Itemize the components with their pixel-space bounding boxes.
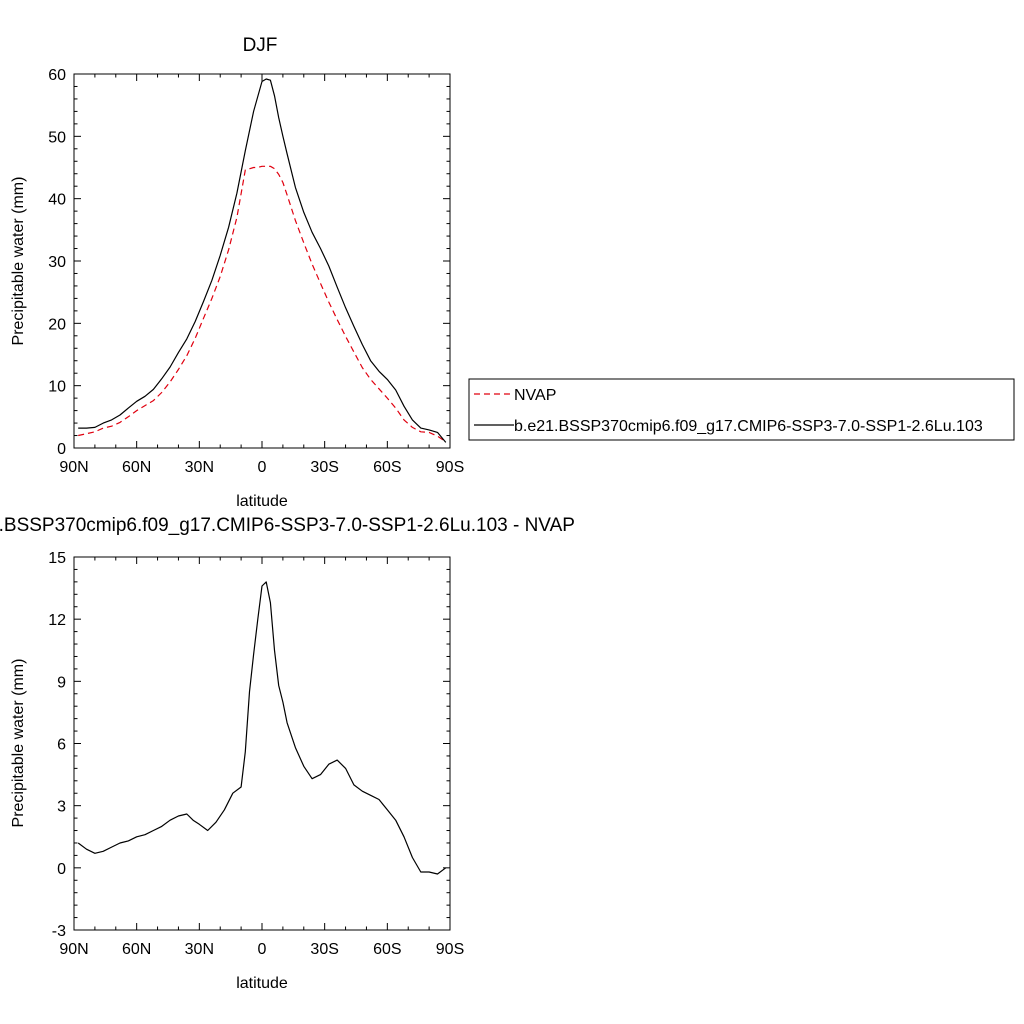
- panel-top: DJF 90N 60N 30N 0 30S 60S 90S 0 10 20 30 40 50 60 lat…: [10, 35, 464, 510]
- bottom-x-tick-label: 90N: [59, 941, 88, 958]
- bottom-x-tick-label: 90S: [436, 941, 464, 958]
- bottom-x-axis-label: latitude: [236, 975, 288, 992]
- top-chart-title: DJF: [243, 35, 278, 56]
- legend-box: [468, 378, 1015, 441]
- bottom-axis-ticks: [73, 556, 451, 931]
- top-series-line-1: [78, 78, 447, 443]
- top-tick-labels: 90N 60N 30N 0 30S 60S 90S 0 10 20 30 40 50 60: [48, 67, 464, 476]
- legend: NVAP b.e21.BSSP370cmip6.f09_g17.CMIP6-SS…: [468, 378, 1015, 441]
- top-y-tick-label: 60: [48, 67, 66, 84]
- bottom-x-tick-label: 60S: [373, 941, 401, 958]
- legend-label-nvap: NVAP: [514, 387, 556, 404]
- top-x-tick-label: 90S: [436, 459, 464, 476]
- top-x-tick-label: 30S: [310, 459, 338, 476]
- top-x-tick-label: 60N: [122, 459, 151, 476]
- bottom-x-tick-label: 0: [258, 941, 267, 958]
- top-y-tick-label: 20: [48, 316, 66, 333]
- top-x-tick-label: 0: [258, 459, 267, 476]
- top-plot-frame: [73, 73, 451, 449]
- top-series-group: [78, 78, 447, 443]
- bottom-series-line-0: [77, 581, 447, 875]
- bottom-chart-title: b.e21.BSSP370cmip6.f09_g17.CMIP6-SSP3-7.…: [0, 515, 575, 536]
- bottom-y-tick-label: 15: [48, 550, 66, 567]
- top-y-axis-label: Precipitable water (mm): [10, 177, 27, 346]
- top-x-axis-label: latitude: [236, 493, 288, 510]
- bottom-series-group: [77, 581, 447, 875]
- legend-label-model: b.e21.BSSP370cmip6.f09_g17.CMIP6-SSP3-7.…: [514, 418, 983, 435]
- bottom-tick-labels: 90N 60N 30N 0 30S 60S 90S -3 0 3 6 9 12 15: [48, 550, 464, 958]
- top-axis-ticks: [73, 73, 451, 449]
- bottom-plot-frame: [73, 556, 451, 931]
- bottom-y-tick-label: 9: [57, 674, 66, 691]
- top-x-tick-label: 60S: [373, 459, 401, 476]
- top-y-tick-label: 40: [48, 192, 66, 209]
- top-y-tick-label: 30: [48, 254, 66, 271]
- bottom-y-tick-label: -3: [52, 923, 66, 940]
- bottom-x-tick-label: 60N: [122, 941, 151, 958]
- top-x-tick-label: 30N: [185, 459, 214, 476]
- top-series-line-0: [78, 165, 447, 443]
- bottom-y-tick-label: 6: [57, 737, 66, 754]
- panel-bottom: b.e21.BSSP370cmip6.f09_g17.CMIP6-SSP3-7.…: [0, 515, 575, 992]
- top-y-tick-label: 10: [48, 379, 66, 396]
- bottom-y-tick-label: 12: [48, 612, 66, 629]
- bottom-y-axis-label: Precipitable water (mm): [10, 659, 27, 828]
- top-y-tick-label: 50: [48, 129, 66, 146]
- bottom-y-tick-label: 0: [57, 861, 66, 878]
- bottom-x-tick-label: 30S: [310, 941, 338, 958]
- bottom-y-tick-label: 3: [57, 799, 66, 816]
- bottom-x-tick-label: 30N: [185, 941, 214, 958]
- top-y-tick-label: 0: [57, 441, 66, 458]
- top-x-tick-label: 90N: [59, 459, 88, 476]
